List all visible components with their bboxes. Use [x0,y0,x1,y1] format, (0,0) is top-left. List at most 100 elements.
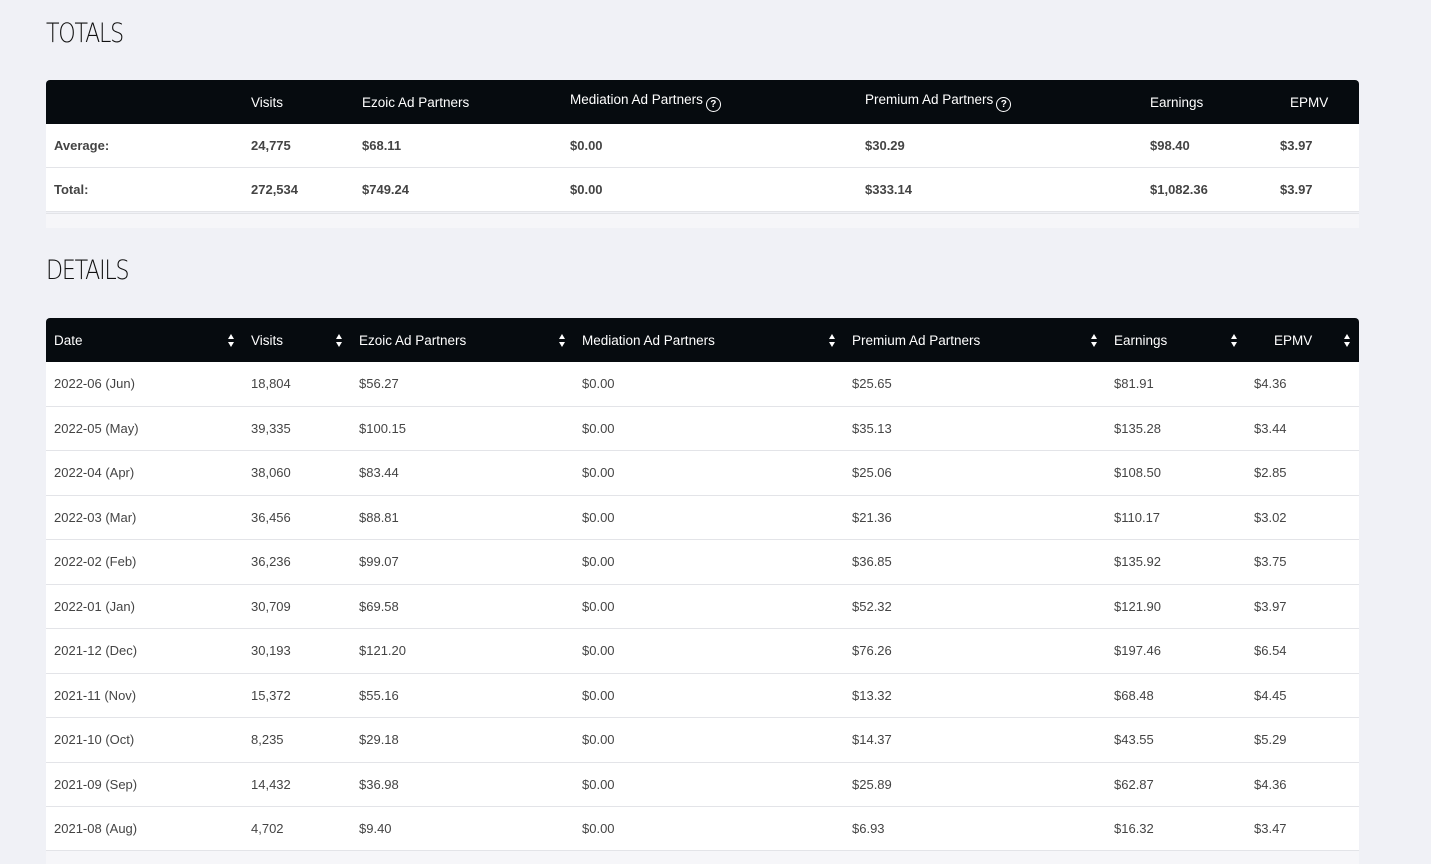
details-cell-ezoic: $83.44 [351,450,574,496]
details-cell-epmv: $3.02 [1246,495,1359,540]
details-cell-earnings: $43.55 [1106,717,1246,763]
details-cell-ezoic: $29.18 [351,717,574,763]
details-cell-earnings: $68.48 [1106,673,1246,718]
details-header-epmv[interactable]: EPMV [1246,318,1359,362]
details-cell-epmv: $4.36 [1246,762,1359,807]
details-cell-visits: 36,456 [243,495,351,540]
details-table: Date Visits Ezoic Ad Partners Mediation … [46,318,1359,852]
details-cell-epmv: $4.45 [1246,673,1359,718]
details-header-premium[interactable]: Premium Ad Partners [844,318,1106,362]
details-header-ezoic[interactable]: Ezoic Ad Partners [351,318,574,362]
details-cell-label: 2022-05 (May) [46,406,243,451]
details-cell-premium: $14.37 [844,717,1106,763]
question-circle-icon[interactable]: ? [996,97,1012,113]
details-cell-mediation: $0.00 [574,406,844,451]
details-cell-label: 2022-02 (Feb) [46,539,243,585]
details-cell-ezoic: $121.20 [351,628,574,674]
totals-table: Visits Ezoic Ad Partners Mediation Ad Pa… [46,80,1359,212]
totals-header-earnings: Earnings [1142,80,1272,124]
details-cell-earnings: $108.50 [1106,450,1246,496]
details-cell-premium: $36.85 [844,539,1106,585]
details-cell-mediation: $0.00 [574,673,844,718]
sort-arrows-icon[interactable] [1091,333,1097,347]
details-footer [46,850,1359,864]
details-cell-earnings: $62.87 [1106,762,1246,807]
table-row: 2021-10 (Oct) 8,235 $29.18 $0.00 $14.37 $43.5… [46,717,1359,763]
details-cell-ezoic: $9.40 [351,806,574,852]
sort-arrows-icon[interactable] [228,333,234,347]
table-row: 2021-09 (Sep) 14,432 $36.98 $0.00 $25.89 $62.… [46,762,1359,807]
details-cell-mediation: $0.00 [574,762,844,807]
totals-cell-mediation: $0.00 [562,124,857,168]
totals-header-row: Visits Ezoic Ad Partners Mediation Ad Pa… [46,80,1359,124]
totals-cell-earnings: $1,082.36 [1142,167,1272,212]
details-cell-epmv: $3.97 [1246,584,1359,629]
details-cell-visits: 38,060 [243,450,351,496]
details-cell-epmv: $2.85 [1246,450,1359,496]
totals-cell-epmv: $3.97 [1272,124,1359,168]
details-cell-premium: $25.65 [844,362,1106,407]
details-cell-premium: $35.13 [844,406,1106,451]
details-cell-label: 2022-06 (Jun) [46,362,243,407]
totals-row: Average: 24,775 $68.11 $0.00 $30.29 $98.40 $3.… [46,124,1359,168]
totals-header-label [46,80,243,124]
details-header-earnings[interactable]: Earnings [1106,318,1246,362]
details-cell-label: 2021-11 (Nov) [46,673,243,718]
details-cell-ezoic: $56.27 [351,362,574,407]
totals-cell-label: Total: [46,167,243,212]
totals-header-visits: Visits [243,80,354,124]
details-cell-label: 2021-09 (Sep) [46,762,243,807]
totals-cell-ezoic: $68.11 [354,124,562,168]
details-cell-premium: $21.36 [844,495,1106,540]
details-header-earnings-label: Earnings [1114,332,1168,348]
details-header-mediation[interactable]: Mediation Ad Partners [574,318,844,362]
details-cell-mediation: $0.00 [574,584,844,629]
details-header-date-label: Date [54,332,83,348]
question-circle-icon[interactable]: ? [705,97,721,113]
details-header-visits-label: Visits [251,332,284,348]
sort-arrows-icon[interactable] [829,333,835,347]
details-cell-visits: 30,193 [243,628,351,674]
details-cell-earnings: $135.92 [1106,539,1246,585]
details-header-row: Date Visits Ezoic Ad Partners Mediation … [46,318,1359,362]
details-cell-earnings: $16.32 [1106,806,1246,852]
details-header-epmv-label: EPMV [1274,332,1313,348]
totals-header-epmv: EPMV [1272,80,1359,124]
details-cell-epmv: $3.47 [1246,806,1359,852]
details-cell-visits: 18,804 [243,362,351,407]
details-cell-earnings: $110.17 [1106,495,1246,540]
sort-arrows-icon[interactable] [1344,333,1350,347]
totals-title: TOTALS [46,18,124,49]
details-cell-earnings: $81.91 [1106,362,1246,407]
table-row: 2021-08 (Aug) 4,702 $9.40 $0.00 $6.93 $16.32 $… [46,806,1359,852]
details-cell-earnings: $197.46 [1106,628,1246,674]
details-header-date[interactable]: Date [46,318,243,362]
sort-arrows-icon[interactable] [336,333,342,347]
details-cell-ezoic: $88.81 [351,495,574,540]
details-header-visits[interactable]: Visits [243,318,351,362]
totals-header-premium-label: Premium Ad Partners [865,91,994,107]
details-cell-earnings: $121.90 [1106,584,1246,629]
sort-arrows-icon[interactable] [559,333,565,347]
details-cell-premium: $25.06 [844,450,1106,496]
details-cell-epmv: $3.44 [1246,406,1359,451]
details-header-premium-label: Premium Ad Partners [852,332,981,348]
details-cell-premium: $13.32 [844,673,1106,718]
table-row: 2021-11 (Nov) 15,372 $55.16 $0.00 $13.32 $68.… [46,673,1359,718]
details-cell-label: 2022-03 (Mar) [46,495,243,540]
details-cell-label: 2021-12 (Dec) [46,628,243,674]
details-cell-earnings: $135.28 [1106,406,1246,451]
details-cell-epmv: $3.75 [1246,539,1359,585]
sort-arrows-icon[interactable] [1231,333,1237,347]
table-row: 2022-02 (Feb) 36,236 $99.07 $0.00 $36.85 $135… [46,539,1359,585]
details-cell-label: 2022-04 (Apr) [46,450,243,496]
totals-cell-premium: $30.29 [857,124,1142,168]
details-cell-ezoic: $55.16 [351,673,574,718]
totals-cell-visits: 24,775 [243,124,354,168]
table-row: 2022-06 (Jun) 18,804 $56.27 $0.00 $25.65 $81.… [46,362,1359,407]
details-cell-mediation: $0.00 [574,717,844,763]
details-cell-mediation: $0.00 [574,806,844,852]
totals-header-premium: Premium Ad Partners? [857,80,1142,124]
table-row: 2022-01 (Jan) 30,709 $69.58 $0.00 $52.32 $121… [46,584,1359,629]
details-header-ezoic-label: Ezoic Ad Partners [359,332,467,348]
